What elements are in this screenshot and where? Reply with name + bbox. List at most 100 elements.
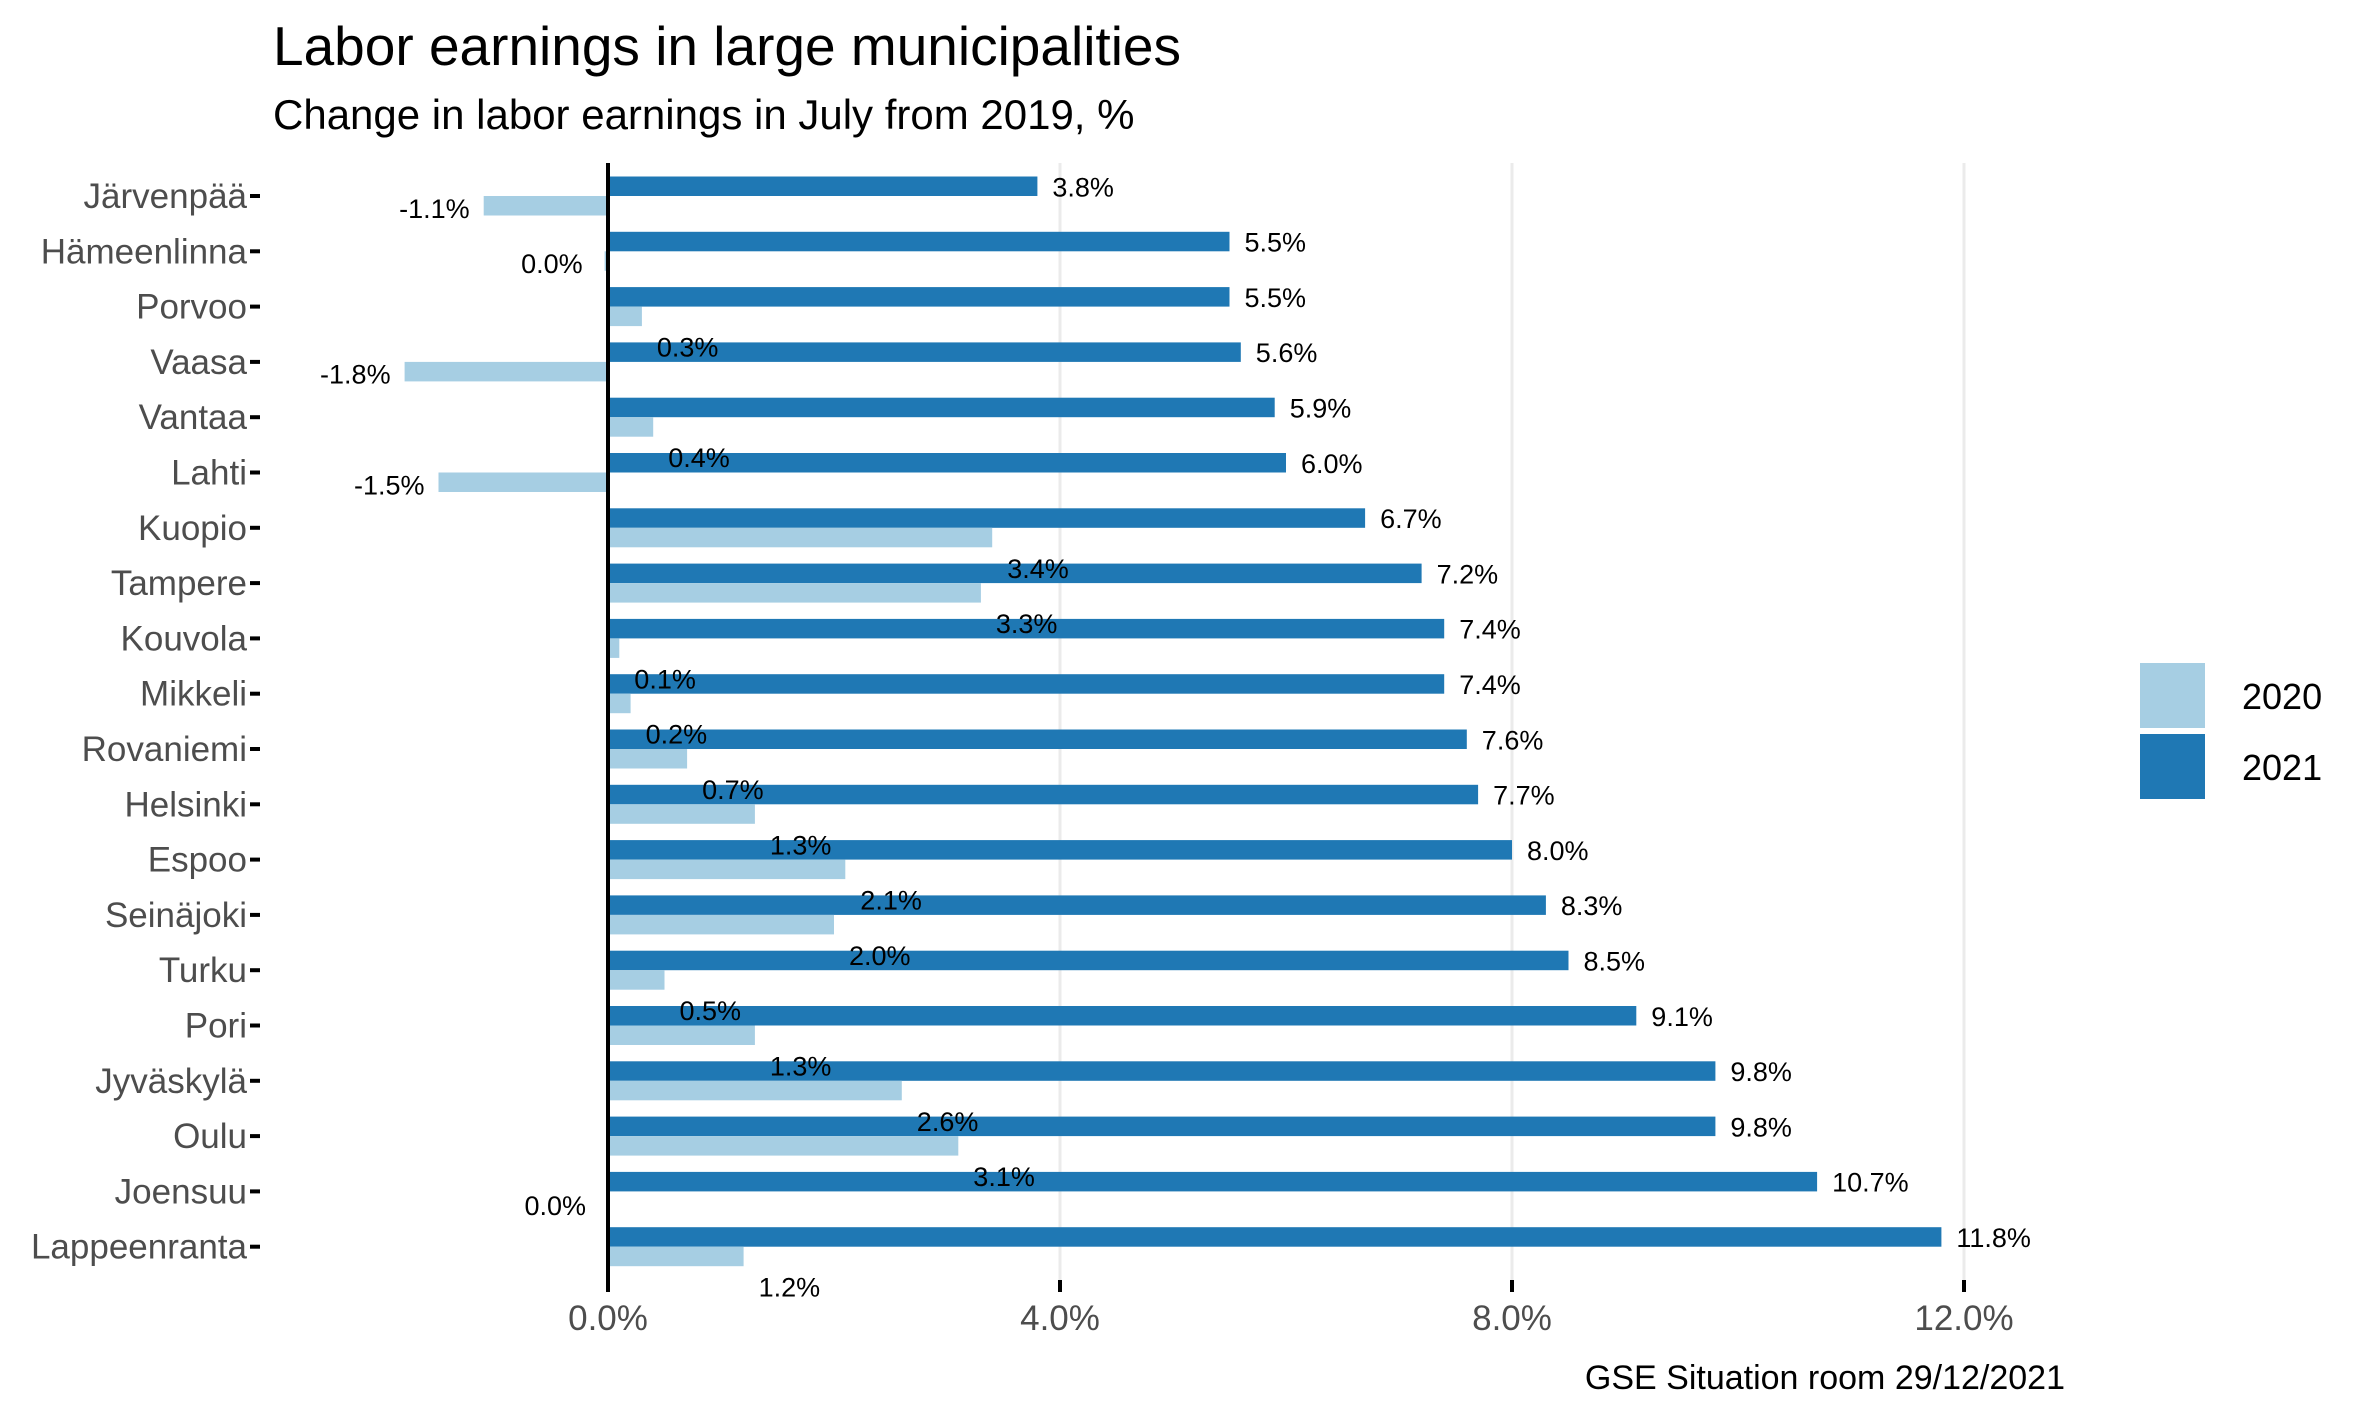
data-label-2020: 3.3%	[996, 609, 1058, 639]
chart-subtitle: Change in labor earnings in July from 20…	[273, 91, 1135, 138]
bar-2021	[608, 618, 1445, 639]
bar-2021	[608, 1116, 1716, 1137]
data-labels: 3.8% -1.1% 5.5% 0.0% 5.5% 0.3% 5.6% -1.8% 5.9% 0.…	[320, 172, 2031, 1302]
bars	[404, 176, 1942, 1267]
bar-2020	[608, 1080, 902, 1101]
data-label-2021: 7.7%	[1493, 781, 1555, 811]
bar-2020	[608, 1025, 755, 1045]
data-label-2021: 6.7%	[1380, 504, 1442, 534]
bar-2020	[608, 638, 620, 658]
chart-title: Labor earnings in large municipalities	[273, 15, 1181, 77]
category-label: Kuopio	[138, 509, 247, 548]
data-label-2021: 5.5%	[1245, 228, 1307, 258]
bar-2021	[608, 1171, 1818, 1192]
data-label-2021: 7.6%	[1482, 725, 1544, 755]
category-label: Hämeenlinna	[41, 232, 248, 271]
data-label-2020: 1.2%	[759, 1273, 821, 1303]
bar-2021	[608, 342, 1241, 362]
category-label: Järvenpää	[84, 177, 248, 216]
data-label-2021: 9.8%	[1730, 1057, 1792, 1087]
data-label-2021: 6.0%	[1301, 449, 1363, 479]
bar-2021	[608, 508, 1366, 528]
x-tick-label: 12.0%	[1914, 1299, 2013, 1338]
category-label: Lahti	[171, 454, 247, 493]
data-label-2020: 3.4%	[1007, 554, 1069, 584]
data-label-2020: 1.3%	[770, 1052, 832, 1082]
data-label-2021: 10.7%	[1832, 1168, 1909, 1198]
category-label: Helsinki	[124, 785, 247, 824]
data-label-2021: 3.8%	[1052, 172, 1114, 202]
bar-2021	[608, 784, 1479, 805]
x-tick-label: 0.0%	[568, 1299, 648, 1338]
bar-2020	[608, 970, 665, 990]
bar-2020	[608, 1136, 959, 1156]
data-label-2021: 8.0%	[1527, 836, 1589, 866]
category-label: Pori	[185, 1007, 247, 1046]
bar-2021	[608, 840, 1512, 860]
gridlines	[1058, 163, 1966, 1280]
category-label: Porvoo	[136, 288, 247, 327]
bar-2020	[608, 859, 846, 880]
data-label-2021: 5.9%	[1290, 393, 1352, 423]
data-label-2020: 3.1%	[973, 1162, 1035, 1192]
legend-label-2021: 2021	[2242, 747, 2322, 788]
category-label: Espoo	[148, 841, 247, 880]
data-label-2020: -1.5%	[354, 470, 425, 500]
data-label-2020: 0.5%	[680, 996, 742, 1026]
y-axis-categories: Järvenpää Hämeenlinna Porvoo Vaasa Vantaa Lah…	[31, 177, 260, 1267]
bar-2020	[608, 914, 834, 935]
bar-2021	[608, 563, 1422, 584]
data-label-2020: 0.7%	[702, 775, 764, 805]
category-label: Mikkeli	[140, 675, 247, 714]
data-label-2021: 8.3%	[1561, 891, 1623, 921]
data-label-2021: 7.4%	[1459, 670, 1521, 700]
bar-2020	[608, 583, 981, 603]
bar-2020	[404, 361, 608, 382]
data-label-2020: 1.3%	[770, 830, 832, 860]
bar-2020	[608, 417, 654, 437]
data-label-2020: 2.0%	[849, 941, 911, 971]
data-label-2020: 0.0%	[521, 249, 583, 279]
bar-2021	[608, 1227, 1942, 1247]
bar-2020	[608, 693, 631, 714]
data-label-2020: 2.6%	[917, 1107, 979, 1137]
bar-2020	[608, 1246, 744, 1267]
data-label-2020: 0.2%	[646, 720, 708, 750]
bar-2021	[608, 1006, 1637, 1026]
bar-2021	[608, 176, 1038, 196]
bar-2020	[438, 472, 608, 492]
legend: 2020 2021	[2140, 663, 2322, 799]
bar-2020	[608, 306, 642, 327]
category-label: Oulu	[173, 1117, 247, 1156]
bar-2021	[608, 950, 1569, 971]
data-label-2021: 9.1%	[1651, 1002, 1713, 1032]
bar-2020	[608, 527, 993, 548]
legend-swatch-2020	[2140, 663, 2205, 728]
category-label: Turku	[159, 951, 247, 990]
bar-2021	[608, 729, 1467, 749]
bar-2021	[608, 231, 1230, 252]
category-label: Rovaniemi	[82, 730, 247, 769]
bar-2020	[483, 196, 608, 216]
data-label-2020: 2.1%	[860, 886, 922, 916]
data-label-2020: 0.3%	[657, 333, 719, 363]
x-axis-ticks: 0.0% 4.0% 8.0% 12.0%	[568, 1280, 2014, 1338]
bar-2021	[608, 674, 1445, 694]
data-label-2021: 7.2%	[1437, 559, 1499, 589]
x-tick-label: 8.0%	[1472, 1299, 1552, 1338]
data-label-2020: -1.1%	[399, 194, 470, 224]
data-label-2020: 0.1%	[634, 664, 696, 694]
bar-2021	[608, 287, 1230, 307]
data-label-2021: 5.6%	[1256, 338, 1318, 368]
chart-caption: GSE Situation room 29/12/2021	[1585, 1359, 2065, 1397]
legend-swatch-2021	[2140, 734, 2205, 799]
category-label: Vantaa	[139, 398, 248, 437]
category-label: Vaasa	[150, 343, 247, 382]
bar-2021	[608, 1061, 1716, 1081]
data-label-2021: 11.8%	[1956, 1223, 2031, 1253]
data-label-2021: 9.8%	[1730, 1112, 1792, 1142]
bar-2020	[608, 749, 688, 769]
bar-2021	[608, 453, 1286, 473]
data-label-2020: 0.0%	[524, 1191, 586, 1221]
